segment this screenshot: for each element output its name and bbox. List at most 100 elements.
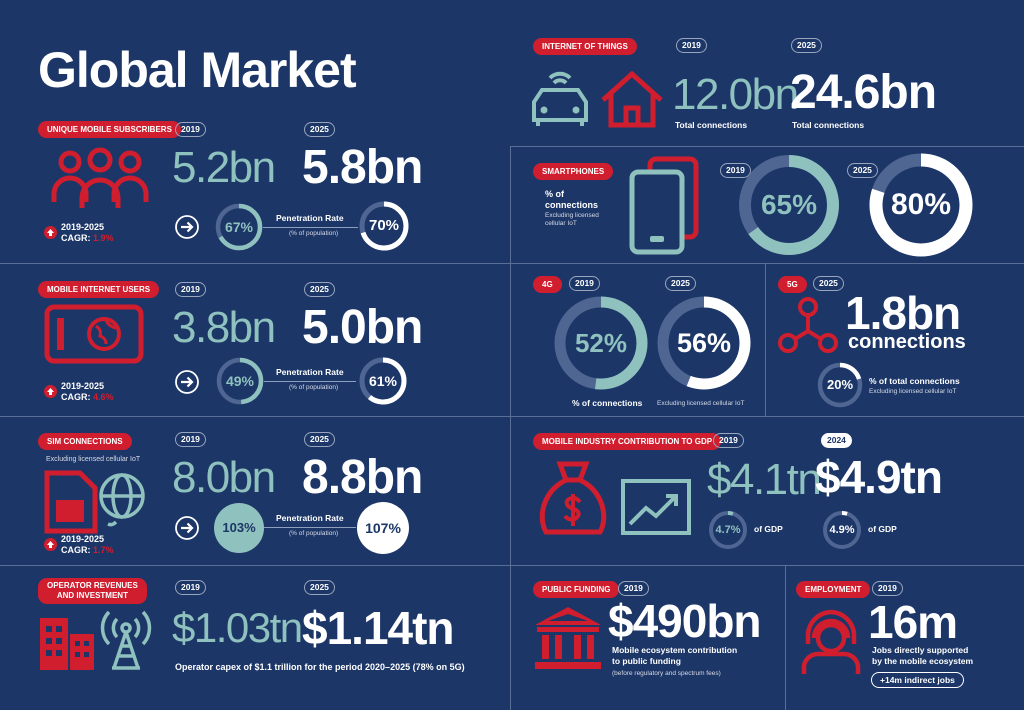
section-tag: MOBILE INDUSTRY CONTRIBUTION TO GDP: [533, 433, 722, 450]
funding-value: $490bn: [608, 595, 762, 647]
section-tag: OPERATOR REVENUES AND INVESTMENT: [38, 578, 147, 604]
five-g-note: Excluding licensed cellular IoT: [869, 388, 957, 395]
ring-arc: [817, 362, 863, 408]
divider: [0, 565, 1024, 566]
penetration-ring-2019-label: 49%: [225, 373, 255, 389]
section-tag: SIM CONNECTIONS: [38, 433, 132, 450]
note-line: Excluding licensed: [545, 212, 599, 219]
four-g-ring-2025: [657, 296, 751, 390]
year-badge: 2019: [618, 581, 649, 596]
cagr-period: 2019-2025: [61, 534, 105, 544]
desc-line: % of: [545, 189, 564, 199]
section-tag: PUBLIC FUNDING: [533, 581, 620, 598]
chart-growth-icon: [621, 479, 691, 535]
section-tag: UNIQUE MOBILE SUBSCRIBERS: [38, 121, 181, 138]
year-badge: 2019: [175, 282, 206, 297]
up-arrow-icon: [44, 226, 57, 239]
ring-arc: [709, 511, 747, 549]
gdp-ring-2024: [823, 511, 861, 549]
five-g-ring-label: 20%: [826, 377, 854, 392]
year-badge: 2019: [872, 581, 903, 596]
smartphones-desc: % of connections: [545, 189, 598, 211]
connector-line: [264, 381, 356, 382]
year-badge: 2019: [175, 580, 206, 595]
divider: [765, 263, 766, 416]
divider: [0, 416, 1024, 417]
of-gdp-label: of GDP: [754, 524, 783, 534]
penetration-ring-2019: [215, 203, 263, 251]
five-g-ring: [817, 362, 863, 408]
value-2019: $1.03tn: [172, 604, 303, 651]
value-2019: 3.8bn: [172, 303, 276, 352]
section-tag: EMPLOYMENT: [796, 581, 871, 598]
smartphones-note: Excluding licensed cellular IoT: [545, 212, 599, 228]
ring-arc: [216, 357, 264, 405]
penetration-disc-2019: [214, 503, 264, 553]
desc-line: connections: [545, 200, 599, 210]
cagr-block: 2019-2025 CAGR: 1.7%: [61, 534, 114, 556]
five-g-value: 1.8bn: [845, 287, 961, 339]
year-badge: 2025: [304, 432, 335, 447]
year-badge: 2024: [821, 433, 852, 448]
car-icon: [532, 71, 588, 126]
cagr-value: 4.6%: [93, 392, 114, 402]
penetration-disc-2025: [357, 502, 409, 554]
penetration-ring-2025: [359, 201, 409, 251]
year-badge: 2019: [713, 433, 744, 448]
ring-arc: [823, 511, 861, 549]
ring-arc: [215, 203, 263, 251]
section-tag: MOBILE INTERNET USERS: [38, 281, 160, 298]
year-badge: 2025: [665, 276, 696, 291]
penetration-disc-2025-label: 107%: [365, 520, 401, 536]
cagr-period: 2019-2025: [61, 381, 105, 391]
sim-card-icon: [44, 470, 98, 534]
cagr-block: 2019-2025 CAGR: 1.9%: [61, 222, 114, 244]
four-g-ring-2019: [554, 296, 648, 390]
sim-note: Excluding licensed cellular IoT: [46, 456, 141, 463]
five-g-value-sub: connections: [848, 331, 966, 353]
money-bag-icon: [539, 461, 607, 535]
house-icon: [601, 70, 663, 128]
year-badge: 2025: [813, 276, 844, 291]
ring-arc: [359, 201, 409, 251]
employment-value: 16m: [868, 596, 958, 648]
year-badge: 2019: [175, 122, 206, 137]
four-g-ring-2019-label: 52%: [574, 328, 628, 358]
ring-arc: [739, 155, 839, 255]
smartphone-ring-2025-label: 80%: [890, 188, 952, 221]
year-badge: 2025: [791, 38, 822, 53]
penetration-ring-2025-label: 61%: [368, 373, 398, 389]
connector-line: [263, 227, 358, 228]
penetration-disc-2019-label: 103%: [222, 520, 256, 535]
value-2025: 8.8bn: [302, 451, 423, 504]
value-2025: 24.6bn: [790, 66, 937, 119]
section-tag: INTERNET OF THINGS: [533, 38, 637, 55]
value-2019: 8.0bn: [172, 453, 276, 502]
year-badge: 2025: [847, 163, 878, 178]
arrow-right-icon: [175, 516, 199, 540]
phone-globe-icon: [44, 304, 144, 364]
gdp-ring-2024-label: 4.9%: [829, 524, 855, 536]
up-arrow-icon: [44, 538, 57, 551]
arrow-right-icon: [175, 215, 199, 239]
divider: [510, 565, 511, 710]
capex-note: Operator capex of $1.1 trillion for the …: [175, 662, 465, 672]
smartphone-ring-2019: [739, 155, 839, 255]
four-g-note: Excluding licensed cellular IoT: [657, 400, 745, 407]
value-2025: 5.0bn: [302, 301, 423, 354]
year-badge: 2019: [676, 38, 707, 53]
divider: [785, 565, 786, 710]
of-gdp-label: of GDP: [868, 524, 897, 534]
cagr-prefix: CAGR:: [61, 392, 91, 402]
ring-arc: [359, 357, 407, 405]
cagr-block: 2019-2025 CAGR: 4.6%: [61, 381, 114, 403]
divider: [510, 146, 511, 565]
note-line: cellular IoT: [545, 220, 577, 227]
tag-line: OPERATOR REVENUES: [47, 581, 138, 590]
funding-note: (before regulatory and spectrum fees): [612, 670, 721, 677]
value-2019: 12.0bn: [672, 70, 799, 119]
year-badge: 2025: [304, 282, 335, 297]
bank-building-icon: [535, 607, 601, 669]
penetration-sublabel: (% of population): [289, 384, 339, 391]
section-tag: 5G: [778, 276, 807, 293]
